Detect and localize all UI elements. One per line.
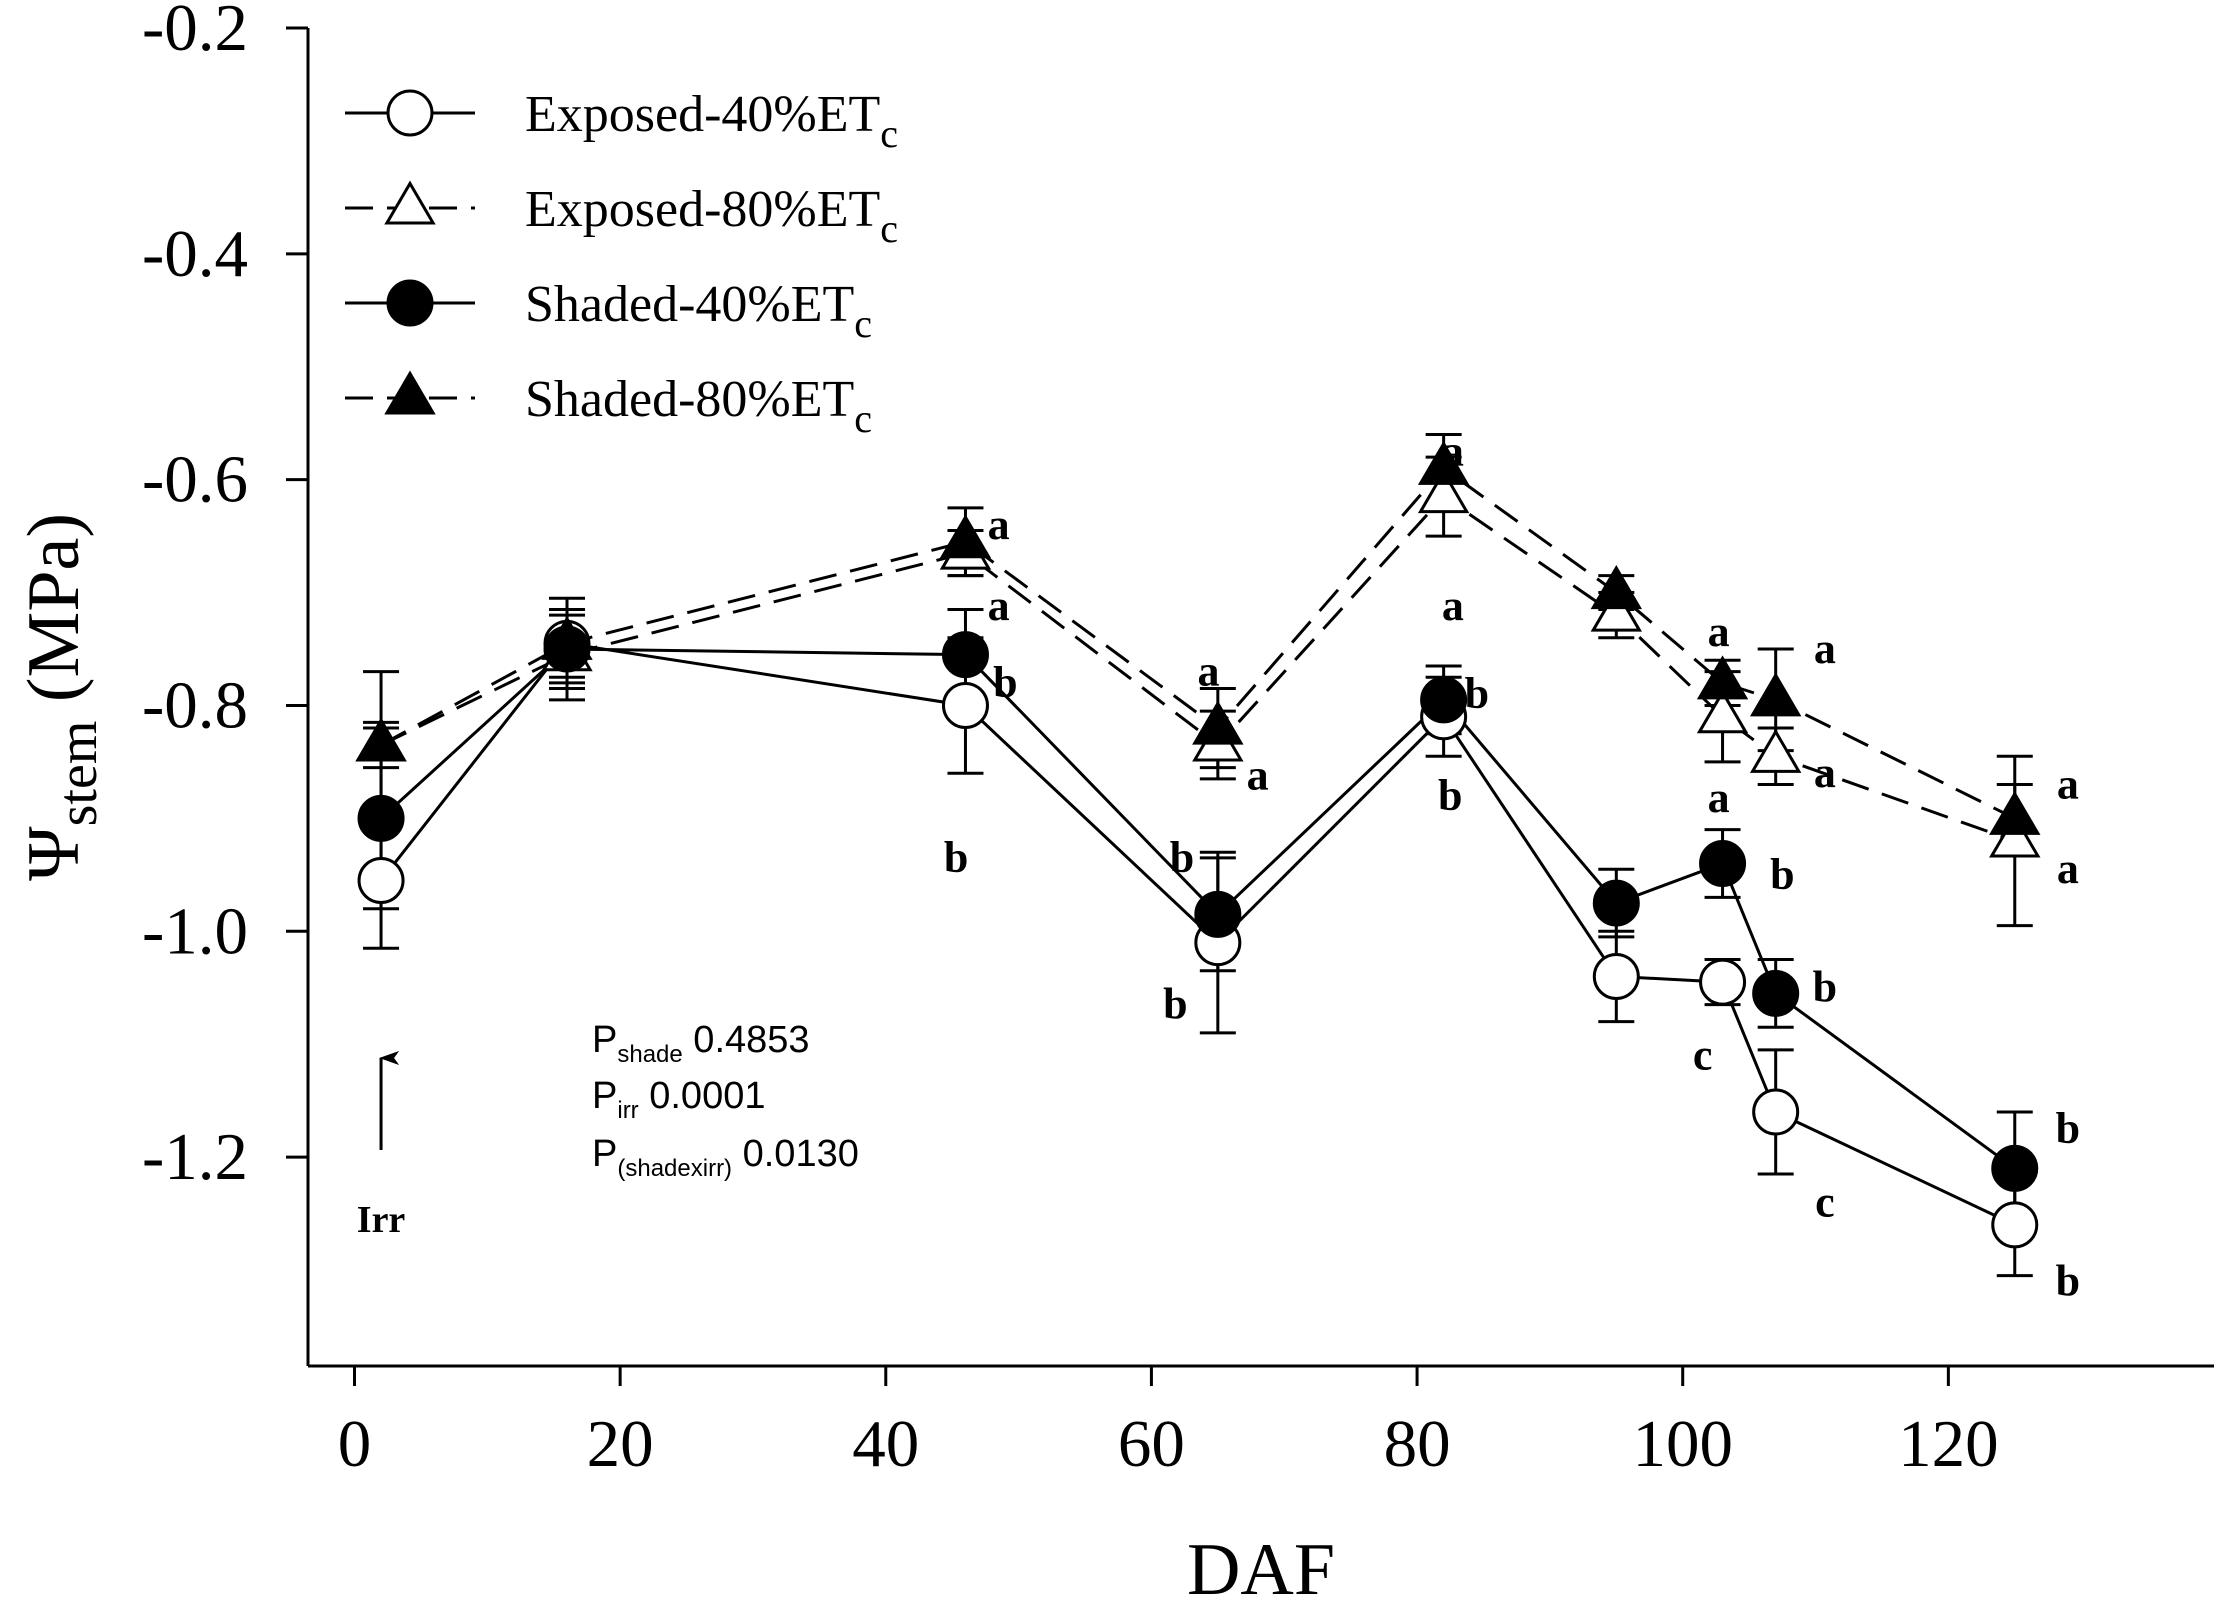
irrigation-label: Irr bbox=[357, 1199, 406, 1241]
y-tick-label: -0.4 bbox=[142, 217, 248, 291]
axes: 0 20 40 60 80 100 120 -1.2 -1.0 -0.8 -0.6 -0.4 -0.2 bbox=[142, 0, 2214, 1481]
significance-letter: b bbox=[1438, 771, 1462, 820]
data-point-shaded-40 bbox=[1194, 890, 1242, 938]
data-point-exposed-40 bbox=[1991, 1201, 2039, 1249]
data-point-exposed-80 bbox=[1696, 689, 1749, 734]
legend-label: Shaded-80%ETc bbox=[525, 371, 872, 441]
data-point-shaded-80 bbox=[1989, 790, 2041, 835]
legend: Exposed-40%ETc Exposed-80%ETc Shaded-40%ET… bbox=[345, 86, 898, 441]
data-point-shaded-40 bbox=[1592, 879, 1640, 927]
x-tick-label: 0 bbox=[338, 1407, 372, 1481]
data-point-exposed-40 bbox=[1592, 952, 1640, 1000]
data-point-shaded-80 bbox=[1749, 672, 1802, 717]
y-axis-title: Ψstem (MPa) bbox=[13, 513, 109, 881]
data-point-shaded-80 bbox=[541, 615, 593, 660]
significance-letter: a bbox=[1708, 607, 1730, 656]
data-point-exposed-40 bbox=[1752, 1088, 1800, 1136]
significance-letter: a bbox=[1708, 773, 1730, 822]
legend-marker-icon bbox=[384, 180, 436, 225]
y-tick-label: -0.6 bbox=[142, 443, 248, 517]
stats-annotation: Pshade 0.4853 Pirr 0.0001 P(shadexirr) 0… bbox=[592, 1019, 859, 1182]
legend-item-shaded-80: Shaded-80%ETc bbox=[345, 370, 872, 441]
significance-letter: a bbox=[2057, 760, 2079, 809]
legend-marker-icon bbox=[386, 279, 434, 327]
significance-letter: b bbox=[1770, 850, 1794, 899]
x-tick-label: 100 bbox=[1632, 1407, 1733, 1481]
data-point-shaded-80 bbox=[1192, 700, 1244, 745]
y-tick-label: -0.8 bbox=[142, 668, 248, 742]
significance-letter: b bbox=[2056, 1104, 2080, 1153]
data-point-shaded-40 bbox=[1699, 840, 1747, 888]
y-axis-title-rest: (MPa) bbox=[13, 513, 95, 721]
x-ticks: 0 20 40 60 80 100 120 bbox=[338, 1366, 1999, 1481]
y-tick-label: -1.0 bbox=[142, 894, 248, 968]
significance-letter: a bbox=[988, 500, 1010, 549]
x-axis-title: DAF bbox=[1187, 1529, 1335, 1600]
data-point-exposed-80 bbox=[1590, 587, 1643, 632]
data-point-shaded-40 bbox=[941, 631, 989, 679]
legend-item-shaded-40: Shaded-40%ETc bbox=[345, 276, 872, 346]
data-point-exposed-80 bbox=[1989, 813, 2041, 858]
stat-interaction: P(shadexirr) 0.0130 bbox=[592, 1133, 859, 1182]
data-point-shaded-40 bbox=[1752, 969, 1800, 1017]
legend-label: Exposed-80%ETc bbox=[525, 181, 898, 251]
data-point-shaded-80 bbox=[1696, 655, 1749, 700]
data-point-shaded-80 bbox=[355, 717, 407, 762]
x-tick-label: 80 bbox=[1384, 1407, 1451, 1481]
significance-letter: b bbox=[1465, 669, 1489, 718]
significance-letter: b bbox=[1163, 980, 1187, 1029]
y-tick-label: -0.2 bbox=[142, 0, 248, 65]
significance-letter: a bbox=[1814, 748, 1836, 797]
data-point-exposed-40 bbox=[1699, 958, 1747, 1006]
x-tick-label: 20 bbox=[587, 1407, 654, 1481]
significance-letter: a bbox=[2057, 844, 2079, 893]
data-markers bbox=[355, 440, 2041, 1249]
y-ticks: -1.2 -1.0 -0.8 -0.6 -0.4 -0.2 bbox=[142, 0, 308, 1194]
x-tick-label: 60 bbox=[1118, 1407, 1185, 1481]
data-point-exposed-40 bbox=[357, 856, 405, 904]
significance-letter: c bbox=[1815, 1177, 1835, 1226]
significance-letter: c bbox=[1693, 1030, 1713, 1079]
data-point-exposed-80 bbox=[1749, 728, 1802, 773]
legend-item-exposed-40: Exposed-40%ETc bbox=[345, 86, 898, 156]
data-point-shaded-80 bbox=[1417, 440, 1470, 485]
significance-letter: a bbox=[988, 581, 1010, 630]
data-point-shaded-40 bbox=[1420, 676, 1468, 724]
data-point-shaded-40 bbox=[357, 794, 405, 842]
legend-marker-icon bbox=[384, 370, 436, 415]
significance-letter: a bbox=[1814, 624, 1836, 673]
y-axis-title-sub: stem bbox=[47, 721, 109, 827]
data-point-exposed-80 bbox=[1417, 469, 1470, 514]
significance-letter: a bbox=[1198, 647, 1220, 696]
irrigation-annotation: Irr bbox=[357, 1051, 406, 1241]
significance-letter: a bbox=[1442, 581, 1464, 630]
legend-marker-icon bbox=[386, 89, 434, 137]
data-point-exposed-40 bbox=[941, 681, 989, 729]
data-point-shaded-80 bbox=[1590, 565, 1643, 610]
data-point-shaded-80 bbox=[939, 514, 992, 559]
significance-letter: b bbox=[1170, 833, 1194, 882]
significance-letter: b bbox=[1813, 963, 1837, 1012]
legend-label: Shaded-40%ETc bbox=[525, 276, 872, 346]
significance-letter: a bbox=[1247, 750, 1269, 799]
x-tick-label: 40 bbox=[852, 1407, 919, 1481]
data-point-shaded-40 bbox=[1991, 1144, 2039, 1192]
significance-letter: b bbox=[993, 658, 1017, 707]
legend-label: Exposed-40%ETc bbox=[525, 86, 898, 156]
y-axis-title-psi: Ψ bbox=[13, 826, 95, 881]
significance-letter: b bbox=[944, 833, 968, 882]
significance-letter: b bbox=[2056, 1256, 2080, 1305]
significance-letter: a bbox=[1442, 426, 1464, 475]
stat-irr: Pirr 0.0001 bbox=[592, 1075, 765, 1124]
stat-shade: Pshade 0.4853 bbox=[592, 1019, 810, 1068]
legend-item-exposed-80: Exposed-80%ETc bbox=[345, 180, 898, 251]
x-tick-label: 120 bbox=[1898, 1407, 1999, 1481]
y-tick-label: -1.2 bbox=[142, 1120, 248, 1194]
